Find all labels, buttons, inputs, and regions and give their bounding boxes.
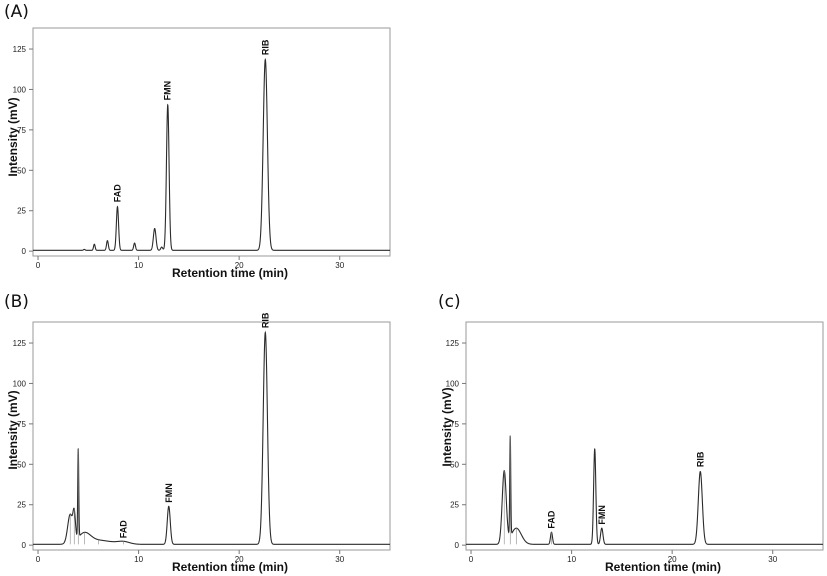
svg-text:0: 0 <box>469 555 474 564</box>
svg-text:0: 0 <box>36 555 41 564</box>
svg-text:0: 0 <box>22 247 27 256</box>
trace-c <box>466 435 823 545</box>
y-tick-b-25: 25 <box>17 501 33 510</box>
svg-text:10: 10 <box>134 261 143 270</box>
peak-label-a-fmn: FMN <box>163 81 173 101</box>
svg-text:75: 75 <box>450 420 459 429</box>
trace-a <box>33 57 390 251</box>
svg-text:0: 0 <box>455 541 460 550</box>
y-tick-b-100: 100 <box>13 379 33 388</box>
svg-text:125: 125 <box>13 339 27 348</box>
y-tick-b-125: 125 <box>13 339 33 348</box>
y-tick-a-125: 125 <box>13 45 33 54</box>
y-tick-b-50: 50 <box>17 460 33 469</box>
svg-text:25: 25 <box>17 501 26 510</box>
svg-text:10: 10 <box>567 555 576 564</box>
x-axis-label-c: Retention time (min) <box>605 560 721 574</box>
svg-text:25: 25 <box>450 501 459 510</box>
svg-text:100: 100 <box>13 379 27 388</box>
svg-text:20: 20 <box>235 261 244 270</box>
svg-text:0: 0 <box>36 261 41 270</box>
svg-text:25: 25 <box>17 207 26 216</box>
x-tick-b-30: 30 <box>335 550 345 564</box>
x-tick-a-30: 30 <box>335 256 345 270</box>
svg-text:75: 75 <box>17 126 26 135</box>
y-tick-b-0: 0 <box>22 541 33 550</box>
trace-b <box>33 330 390 545</box>
x-tick-c-30: 30 <box>768 550 778 564</box>
peak-label-b-fmn: FMN <box>164 483 174 503</box>
svg-text:20: 20 <box>668 555 677 564</box>
svg-text:10: 10 <box>134 555 143 564</box>
peak-label-a-rib: RIB <box>260 39 270 55</box>
x-tick-a-20: 20 <box>235 256 244 270</box>
peak-label-b-rib: RIB <box>260 312 270 328</box>
x-tick-a-0: 0 <box>36 256 41 270</box>
y-tick-b-75: 75 <box>17 420 33 429</box>
peak-label-c-fad: FAD <box>546 510 556 529</box>
peak-label-c-fmn: FMN <box>597 505 607 525</box>
svg-text:30: 30 <box>335 261 344 270</box>
peak-label-a-fad: FAD <box>112 184 122 203</box>
x-tick-c-20: 20 <box>668 550 677 564</box>
x-tick-c-0: 0 <box>469 550 474 564</box>
y-tick-a-75: 75 <box>17 126 33 135</box>
svg-text:20: 20 <box>235 555 244 564</box>
svg-text:100: 100 <box>446 379 460 388</box>
svg-text:50: 50 <box>450 460 459 469</box>
y-tick-c-0: 0 <box>455 541 466 550</box>
svg-text:125: 125 <box>446 339 460 348</box>
svg-text:50: 50 <box>17 460 26 469</box>
y-tick-a-25: 25 <box>17 207 33 216</box>
x-tick-a-10: 10 <box>134 256 144 270</box>
y-tick-a-0: 0 <box>22 247 33 256</box>
x-tick-b-10: 10 <box>134 550 144 564</box>
plot-frame-b <box>32 321 391 551</box>
plot-frame-c <box>465 321 824 551</box>
y-tick-c-50: 50 <box>450 460 466 469</box>
y-tick-a-100: 100 <box>13 85 33 94</box>
panel-label-b: (B) <box>4 292 29 312</box>
y-tick-c-125: 125 <box>446 339 466 348</box>
x-tick-b-20: 20 <box>235 550 244 564</box>
plot-frame-a <box>32 27 391 257</box>
svg-text:75: 75 <box>17 420 26 429</box>
svg-text:125: 125 <box>13 45 27 54</box>
x-axis-label-a: Retention time (min) <box>172 266 288 280</box>
x-axis-label-b: Retention time (min) <box>172 560 288 574</box>
y-tick-c-100: 100 <box>446 379 466 388</box>
svg-text:0: 0 <box>22 541 27 550</box>
y-tick-c-25: 25 <box>450 501 466 510</box>
peak-label-c-rib: RIB <box>695 451 705 467</box>
x-tick-c-10: 10 <box>567 550 577 564</box>
y-tick-a-50: 50 <box>17 166 33 175</box>
svg-text:50: 50 <box>17 166 26 175</box>
panel-label-c: (c) <box>438 292 461 312</box>
svg-text:100: 100 <box>13 85 27 94</box>
x-tick-b-0: 0 <box>36 550 41 564</box>
panel-label-a: (A) <box>4 2 29 22</box>
svg-text:30: 30 <box>335 555 344 564</box>
peak-label-b-fad: FAD <box>119 520 129 539</box>
svg-text:30: 30 <box>768 555 777 564</box>
y-tick-c-75: 75 <box>450 420 466 429</box>
